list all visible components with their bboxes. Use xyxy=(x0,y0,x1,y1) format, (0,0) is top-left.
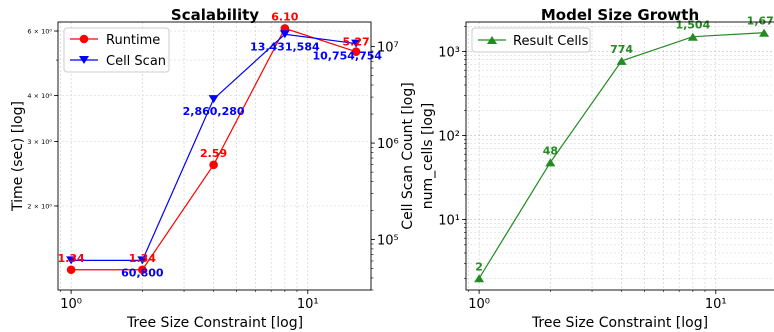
legend-result-cells-marker xyxy=(487,36,497,44)
data-point xyxy=(351,39,362,48)
x-tick-label: 10¹ xyxy=(705,297,727,312)
series-markers xyxy=(474,28,770,283)
data-label: 5.27 xyxy=(343,36,370,49)
y-tick-label: 4 × 10⁰ xyxy=(27,92,52,100)
legend-cell-scan-marker xyxy=(79,56,89,64)
y-tick-label: 2 × 10⁰ xyxy=(27,202,52,210)
data-label: 774 xyxy=(610,43,633,56)
x-axis-label: Tree Size Constraint [log] xyxy=(531,315,708,331)
y-tick-label: 10² xyxy=(438,130,460,145)
legend-cell-scan-label: Cell Scan xyxy=(106,54,166,69)
data-point xyxy=(351,47,361,56)
x-tick-label: 10⁰ xyxy=(60,297,82,312)
right-tick-label: 10⁶ xyxy=(377,137,399,152)
data-point xyxy=(474,274,485,283)
data-point xyxy=(137,256,148,265)
legend-runtime-label: Runtime xyxy=(106,33,160,48)
y-tick-label: 3 × 10⁰ xyxy=(27,138,52,146)
chart-title: Model Size Growth xyxy=(541,6,699,24)
data-point xyxy=(545,158,556,167)
tick-labels: 10⁰ 10¹ 2 × 10⁰ 3 × 10⁰ 4 × 10⁰ 6 × 10⁰ 10⁵ 10⁶… xyxy=(27,28,398,312)
y-tick-label: 10¹ xyxy=(438,214,460,229)
data-label: 48 xyxy=(543,144,558,157)
left-axis-label: Time (sec) [log] xyxy=(10,101,26,212)
data-point xyxy=(616,56,627,65)
right-axis-label: Cell Scan Count [log] xyxy=(400,82,416,229)
data-point xyxy=(687,32,698,41)
legend-runtime-marker xyxy=(79,34,89,44)
x-tick-label: 10¹ xyxy=(297,297,319,312)
legend-result-cells-label: Result Cells xyxy=(513,34,589,49)
model-size-chart: Model Size Growth Tree Size Constraint [… xyxy=(420,6,774,331)
data-point xyxy=(66,265,76,275)
data-label: 1,504 xyxy=(675,19,710,32)
data-label: 6.10 xyxy=(271,10,298,23)
data-label: 1.34 xyxy=(129,252,156,265)
data-point xyxy=(66,256,77,265)
scalability-chart: Scalability Tree Size Constraint [log] T… xyxy=(10,6,416,331)
data-point xyxy=(209,160,218,170)
right-tick-label: 10⁵ xyxy=(377,234,399,249)
data-label: 1.34 xyxy=(58,252,85,265)
legend: Runtime Cell Scan xyxy=(63,27,170,73)
right-tick-label: 10⁷ xyxy=(377,41,399,56)
legend: Result Cells xyxy=(471,27,591,53)
series-markers xyxy=(66,24,362,275)
grid xyxy=(466,22,774,290)
chart-title: Scalability xyxy=(171,6,259,24)
data-point xyxy=(279,30,290,39)
data-label: 1,678 xyxy=(747,15,774,28)
x-axis-label: Tree Size Constraint [log] xyxy=(126,315,303,331)
x-tick-label: 10⁰ xyxy=(468,297,490,312)
data-labels: 2 48 774 1,504 1,678 xyxy=(475,15,774,274)
plot-frame xyxy=(57,21,372,291)
data-label: 10,754,754 xyxy=(312,50,382,63)
data-label: 2 xyxy=(475,260,483,273)
data-point xyxy=(208,95,219,104)
y-tick-label: 6 × 10⁰ xyxy=(27,28,52,36)
plot-frame xyxy=(465,21,774,291)
data-point xyxy=(138,265,147,275)
data-labels: 1.34 1.34 2.59 6.10 5.27 60,800 2,860,280 13,43… xyxy=(58,10,383,279)
data-label: 2.59 xyxy=(200,147,227,160)
y-tick-label: 10³ xyxy=(438,46,460,61)
legend-box xyxy=(471,27,591,53)
data-point xyxy=(759,28,770,37)
tick-labels: 10⁰ 10¹ 10¹ 10² 10³ xyxy=(438,25,727,312)
y-axis-label: num_cells [log] xyxy=(420,103,436,209)
data-label: 60,800 xyxy=(121,266,164,279)
data-label: 2,860,280 xyxy=(183,105,245,118)
data-label: 13,431,584 xyxy=(250,40,320,53)
